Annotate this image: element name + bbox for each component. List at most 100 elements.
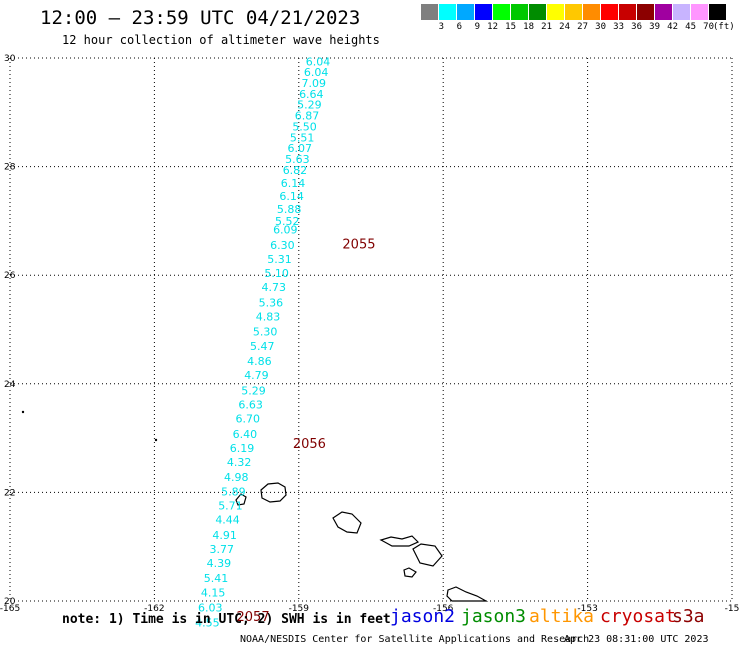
swh-value: 6.70 [236,413,261,426]
swh-value: 5.47 [250,340,275,353]
lon-tick-label: -165 [0,604,20,614]
legend-label: 70 [703,22,714,32]
footer-note: note: 1) Time is in UTC; 2) SWH is in fe… [62,612,391,627]
page-title: 12:00 – 23:59 UTC 04/21/2023 [40,7,361,29]
timestamp: Apr 23 08:31:00 UTC 2023 [564,634,709,645]
swh-value: 6.07 [288,142,313,155]
swh-value: 5.52 [275,215,300,228]
swh-value: 4.44 [215,514,240,527]
swh-value: 4.55 [195,617,220,630]
legend-label: 36 [631,22,642,32]
swh-value: 6.09 [273,224,298,237]
island-outline [379,535,420,547]
swh-value: 4.73 [262,281,287,294]
lat-tick-label: 22 [4,488,15,498]
satellite-cryosat: cryosat [600,606,676,627]
legend-unit: (ft) [713,22,735,32]
legend-label: 33 [613,22,624,32]
swh-value: 7.09 [301,77,326,90]
legend-label: 39 [649,22,660,32]
satellite-jason3: jason3 [461,606,527,627]
legend-swatch [709,4,726,20]
swh-value: 6.03 [198,602,223,615]
lon-tick-label: -156 [433,604,454,614]
legend-swatch [547,4,564,20]
swh-value: 6.19 [230,442,255,455]
satellite-s3a: s3a [672,606,705,627]
legend-swatch [619,4,636,20]
legend-swatch [673,4,690,20]
legend-swatch [529,4,546,20]
lon-tick-label: -162 [144,604,164,614]
island-outline [446,586,489,602]
legend-swatch [439,4,456,20]
legend-label: 9 [474,22,480,32]
swh-value: 6.04 [306,55,331,68]
swh-value: 5.36 [259,296,284,309]
swh-value: 4.83 [256,310,281,323]
swh-value: 6.14 [279,190,304,203]
swh-value: 3.77 [210,543,235,556]
legend-swatch [475,4,492,20]
swh-value: 5.89 [221,485,246,498]
page-subtitle: 12 hour collection of altimeter wave hei… [62,33,380,47]
lon-tick-label: -159 [289,604,310,614]
island-dot [21,410,25,414]
satellite-jason2: jason2 [390,606,456,627]
legend-label: 45 [685,22,696,32]
legend-label: 24 [559,22,570,32]
legend-swatch [583,4,600,20]
swh-value: 5.41 [204,572,229,585]
satellite-altika: altika [529,606,595,627]
island-outline [412,543,443,567]
pass-time-label: 2056 [293,437,326,452]
island-dot [154,438,158,442]
lon-tick-label: -153 [577,604,597,614]
legend-swatch [565,4,582,20]
swh-value: 4.98 [224,471,249,484]
legend-label: 27 [577,22,588,32]
swh-value: 5.51 [290,131,315,144]
swh-value: 6.04 [304,66,329,79]
color-legend: 3 6 9 12 15 18 21 24 27 30 33 36 39 42 45 70 (ft) [421,4,735,36]
lat-tick-label: 20 [4,597,16,607]
swh-value: 5.31 [267,253,292,266]
legend-label: 12 [487,22,498,32]
legend-swatch [637,4,654,20]
legend-swatch [457,4,474,20]
pass-time-label: 2055 [342,238,375,253]
swh-value: 4.86 [247,355,272,368]
island-outline [260,482,287,503]
legend-swatch [601,4,618,20]
swh-value: 5.30 [253,326,278,339]
swh-value: 5.50 [292,120,317,133]
swh-value: 5.29 [241,384,266,397]
swh-value: 6.63 [238,398,263,411]
swh-value: 5.63 [285,153,310,166]
swh-value: 5.29 [297,99,322,112]
swh-value: 6.87 [295,110,320,123]
legend-label: 3 [438,22,444,32]
swh-value: 5.10 [264,267,289,280]
legend-label: 6 [456,22,462,32]
lat-tick-label: 30 [4,54,16,64]
lat-tick-label: 24 [4,380,16,390]
lat-tick-label: 28 [4,163,16,173]
swh-value: 4.32 [227,456,252,469]
swh-value: 6.64 [299,88,324,101]
credit-line: NOAA/NESDIS Center for Satellite Applica… [240,634,590,645]
legend-label: 21 [541,22,552,32]
swh-value: 4.91 [212,529,237,542]
legend-swatch [421,4,438,20]
swh-value: 6.30 [270,239,295,252]
legend-label: 30 [595,22,606,32]
pass-time-label: 2057 [237,610,270,625]
swh-value: 5.88 [277,203,302,216]
swh-value: 4.39 [207,557,232,570]
swh-value: 5.71 [218,499,243,512]
legend-swatch [493,4,510,20]
island-outline [332,511,362,534]
legend-swatch [691,4,708,20]
legend-label: 42 [667,22,678,32]
